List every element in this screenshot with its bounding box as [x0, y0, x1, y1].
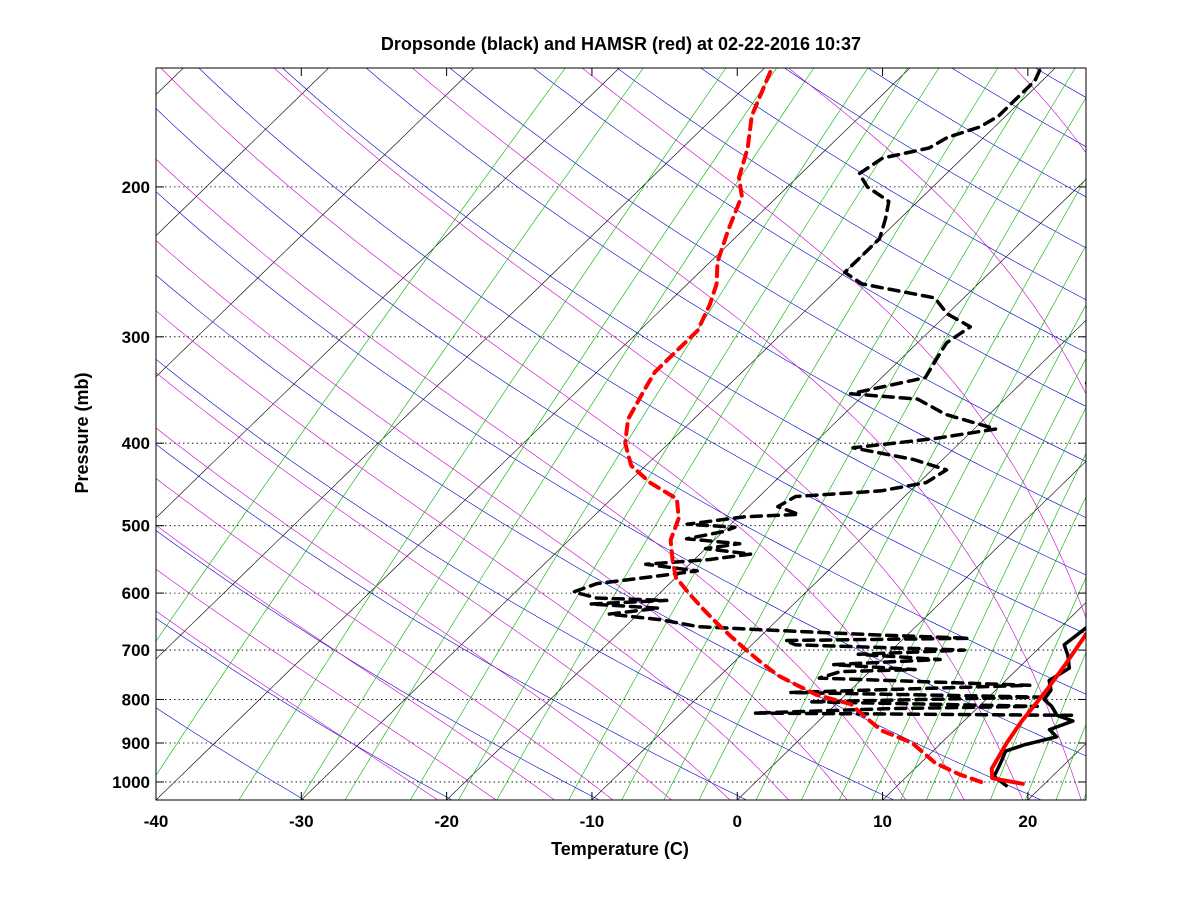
isotherm-line [156, 68, 620, 519]
dry-adiabat-line [365, 68, 1086, 519]
mixing-ratio-line [299, 68, 778, 800]
dropsonde-dewpoint-line [572, 68, 1074, 718]
y-tick-label: 900 [122, 734, 150, 753]
y-tick-label: 200 [122, 178, 150, 197]
mixing-ratio-line [238, 68, 727, 800]
isotherm-line [156, 68, 911, 800]
y-tick-label: 600 [122, 584, 150, 603]
plot-frame [155, 67, 1087, 801]
isotherm-line [300, 68, 1056, 800]
mixing-ratio-line [1188, 55, 1200, 804]
mixing-ratio-line [1107, 55, 1200, 804]
moist-adiabat-line [787, 68, 1086, 395]
isotherm-line [736, 460, 1086, 800]
dry-adiabat-line [532, 68, 1086, 407]
dry-adiabat-line [156, 617, 453, 800]
moist-adiabat-line [156, 610, 439, 800]
y-tick-label: 300 [122, 328, 150, 347]
isotherm-line [1170, 55, 1200, 804]
moist-adiabat-line [156, 372, 731, 800]
moist-adiabat-line [156, 310, 790, 800]
mixing-ratio-line [1151, 55, 1200, 804]
y-tick-label: 700 [122, 641, 150, 660]
dry-adiabat-line [198, 68, 1086, 635]
y-tick-label: 400 [122, 434, 150, 453]
mixing-ratio-line [1024, 651, 1086, 800]
chart-title: Dropsonde (black) and HAMSR (red) at 02-… [381, 34, 861, 54]
mixing-ratio-line [871, 357, 1086, 800]
x-tick-label: 0 [733, 812, 742, 831]
x-tick-label: -30 [289, 812, 314, 831]
y-axis-label: Pressure (mb) [72, 372, 92, 493]
x-axis-ticks: -40 -30 -20 -10 0 10 20 [144, 68, 1037, 831]
moist-adiabat-line [411, 68, 1082, 800]
plot-background [156, 68, 1086, 800]
moist-adiabat-line [156, 478, 614, 800]
dry-adiabat-line [449, 68, 1086, 462]
x-tick-label: -10 [580, 812, 605, 831]
mixing-ratio-line [838, 304, 1086, 800]
dry-adiabat-line [1096, 55, 1200, 804]
x-tick-label: -40 [144, 812, 169, 831]
mixing-ratio-line [949, 496, 1086, 800]
x-axis-label: Temperature (C) [551, 839, 689, 859]
y-tick-label: 500 [122, 517, 150, 536]
y-tick-label: 1000 [112, 773, 150, 792]
thermo-background-lines [0, 55, 1200, 804]
x-tick-label: -20 [434, 812, 459, 831]
sounding-lines [572, 68, 1086, 788]
moist-adiabat-line [581, 68, 1086, 619]
isotherm-line [0, 55, 51, 804]
x-tick-label: 20 [1018, 812, 1037, 831]
dry-adiabat-line [156, 707, 306, 800]
isotherm-line [1027, 743, 1086, 800]
isotherm-line [446, 178, 1086, 800]
dry-adiabat-line [156, 530, 600, 800]
x-tick-label: 10 [873, 812, 892, 831]
isotherm-line [882, 602, 1086, 800]
mixing-ratio-line [410, 68, 869, 800]
dry-adiabat-line [156, 358, 895, 800]
dry-adiabat-line [156, 274, 1043, 800]
hamsr-dewpoint-line [623, 68, 984, 784]
mixing-ratio-line [900, 406, 1086, 800]
mixing-ratio-line [1055, 723, 1086, 800]
dry-adiabat-line [282, 68, 1086, 576]
moist-adiabat-line [156, 240, 848, 800]
dry-adiabat-line [616, 68, 1086, 353]
moist-adiabat-line [160, 68, 965, 800]
dry-adiabat-line [1179, 55, 1200, 804]
mixing-ratio-line [801, 244, 1086, 800]
y-tick-label: 800 [122, 690, 150, 709]
dropsonde-temperature-line [992, 379, 1086, 788]
mixing-ratio-line [156, 68, 566, 642]
dry-adiabat-line [156, 191, 1086, 757]
hamsr-temperature-line [989, 631, 1086, 786]
mixing-ratio-line [1083, 792, 1086, 800]
dry-adiabat-line [156, 108, 1086, 695]
mixing-ratio-line [925, 452, 1086, 800]
isotherm-line [156, 68, 475, 378]
mixing-ratio-line [698, 97, 1086, 800]
y-axis-ticks: 200 300 400 500 600 700 800 900 1000 [112, 178, 1086, 792]
